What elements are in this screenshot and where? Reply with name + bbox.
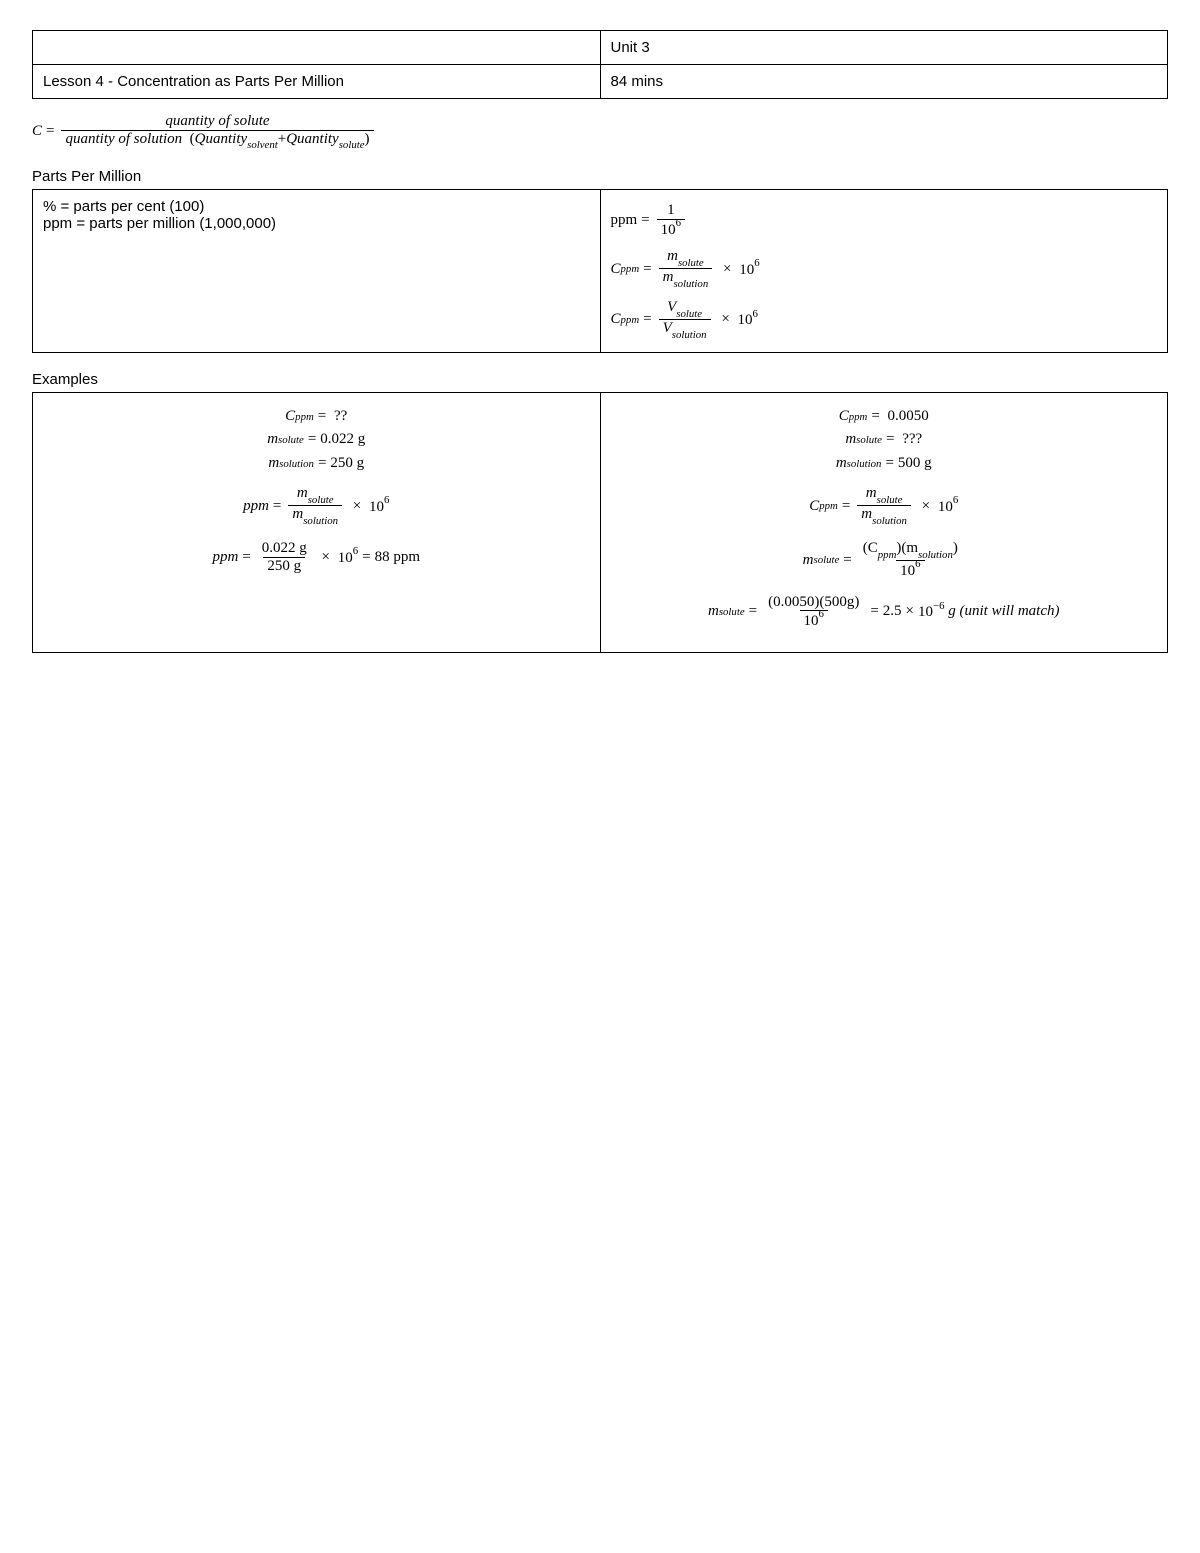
formula-denominator: quantity of solution (Quantitysolvent+Qu… (61, 130, 373, 151)
example-right-cell: Cppm= 0.0050 msolute= ??? msolution=500 … (600, 392, 1168, 652)
ex-left-line5: ppm= 0.022 g 250 g × 106 = 88 ppm (43, 540, 590, 574)
ex-right-line2: msolute= ??? (611, 430, 1158, 448)
section-title-ppm: Parts Per Million (32, 168, 1168, 185)
ex-left-line3: msolution=250 g (43, 454, 590, 472)
formula-lhs: C (32, 123, 42, 140)
main-formula: C = quantity of solute quantity of solut… (32, 113, 1168, 150)
ex-right-line4: Cppm= msolute msolution × 106 (611, 485, 1158, 526)
ex-right-line6: msolute= (0.0050)(500g) 106 = 2.5×10−6 g… (611, 594, 1158, 630)
ex-right-line1: Cppm= 0.0050 (611, 407, 1158, 425)
formula-fraction: quantity of solute quantity of solution … (61, 113, 373, 150)
header-blank-cell (33, 31, 601, 65)
ppm-right-cell: ppm = 1 106 Cppm = msolute msolution (600, 190, 1168, 353)
ex-left-line1: Cppm= ?? (43, 407, 590, 425)
ex-left-line2: msolute=0.022 g (43, 430, 590, 448)
ppm-text-line1: % = parts per cent (100) (43, 198, 590, 215)
section-title-examples: Examples (32, 371, 1168, 388)
ppm-eq3: Cppm = Vsolute Vsolution × 106 (611, 299, 1158, 340)
ex-right-line5: msolute= (Cppm)(msolution) 106 (611, 540, 1158, 579)
ppm-eq1: ppm = 1 106 (611, 202, 1158, 238)
examples-table: Cppm= ?? msolute=0.022 g msolution=250 g… (32, 392, 1168, 653)
ppm-left-cell: % = parts per cent (100) ppm = parts per… (33, 190, 601, 353)
ppm-table: % = parts per cent (100) ppm = parts per… (32, 189, 1168, 353)
ppm-eq2: Cppm = msolute msolution × 106 (611, 248, 1158, 289)
ppm-text-line2: ppm = parts per million (1,000,000) (43, 215, 590, 232)
header-table: Unit 3 Lesson 4 - Concentration as Parts… (32, 30, 1168, 99)
equals-sign: = (42, 123, 58, 140)
formula-numerator: quantity of solute (161, 113, 273, 130)
header-duration-cell: 84 mins (600, 65, 1168, 99)
ex-right-line3: msolution=500 g (611, 454, 1158, 472)
example-left-cell: Cppm= ?? msolute=0.022 g msolution=250 g… (33, 392, 601, 652)
header-unit-cell: Unit 3 (600, 31, 1168, 65)
ex-left-line4: ppm= msolute msolution × 106 (43, 485, 590, 526)
header-lesson-cell: Lesson 4 - Concentration as Parts Per Mi… (33, 65, 601, 99)
